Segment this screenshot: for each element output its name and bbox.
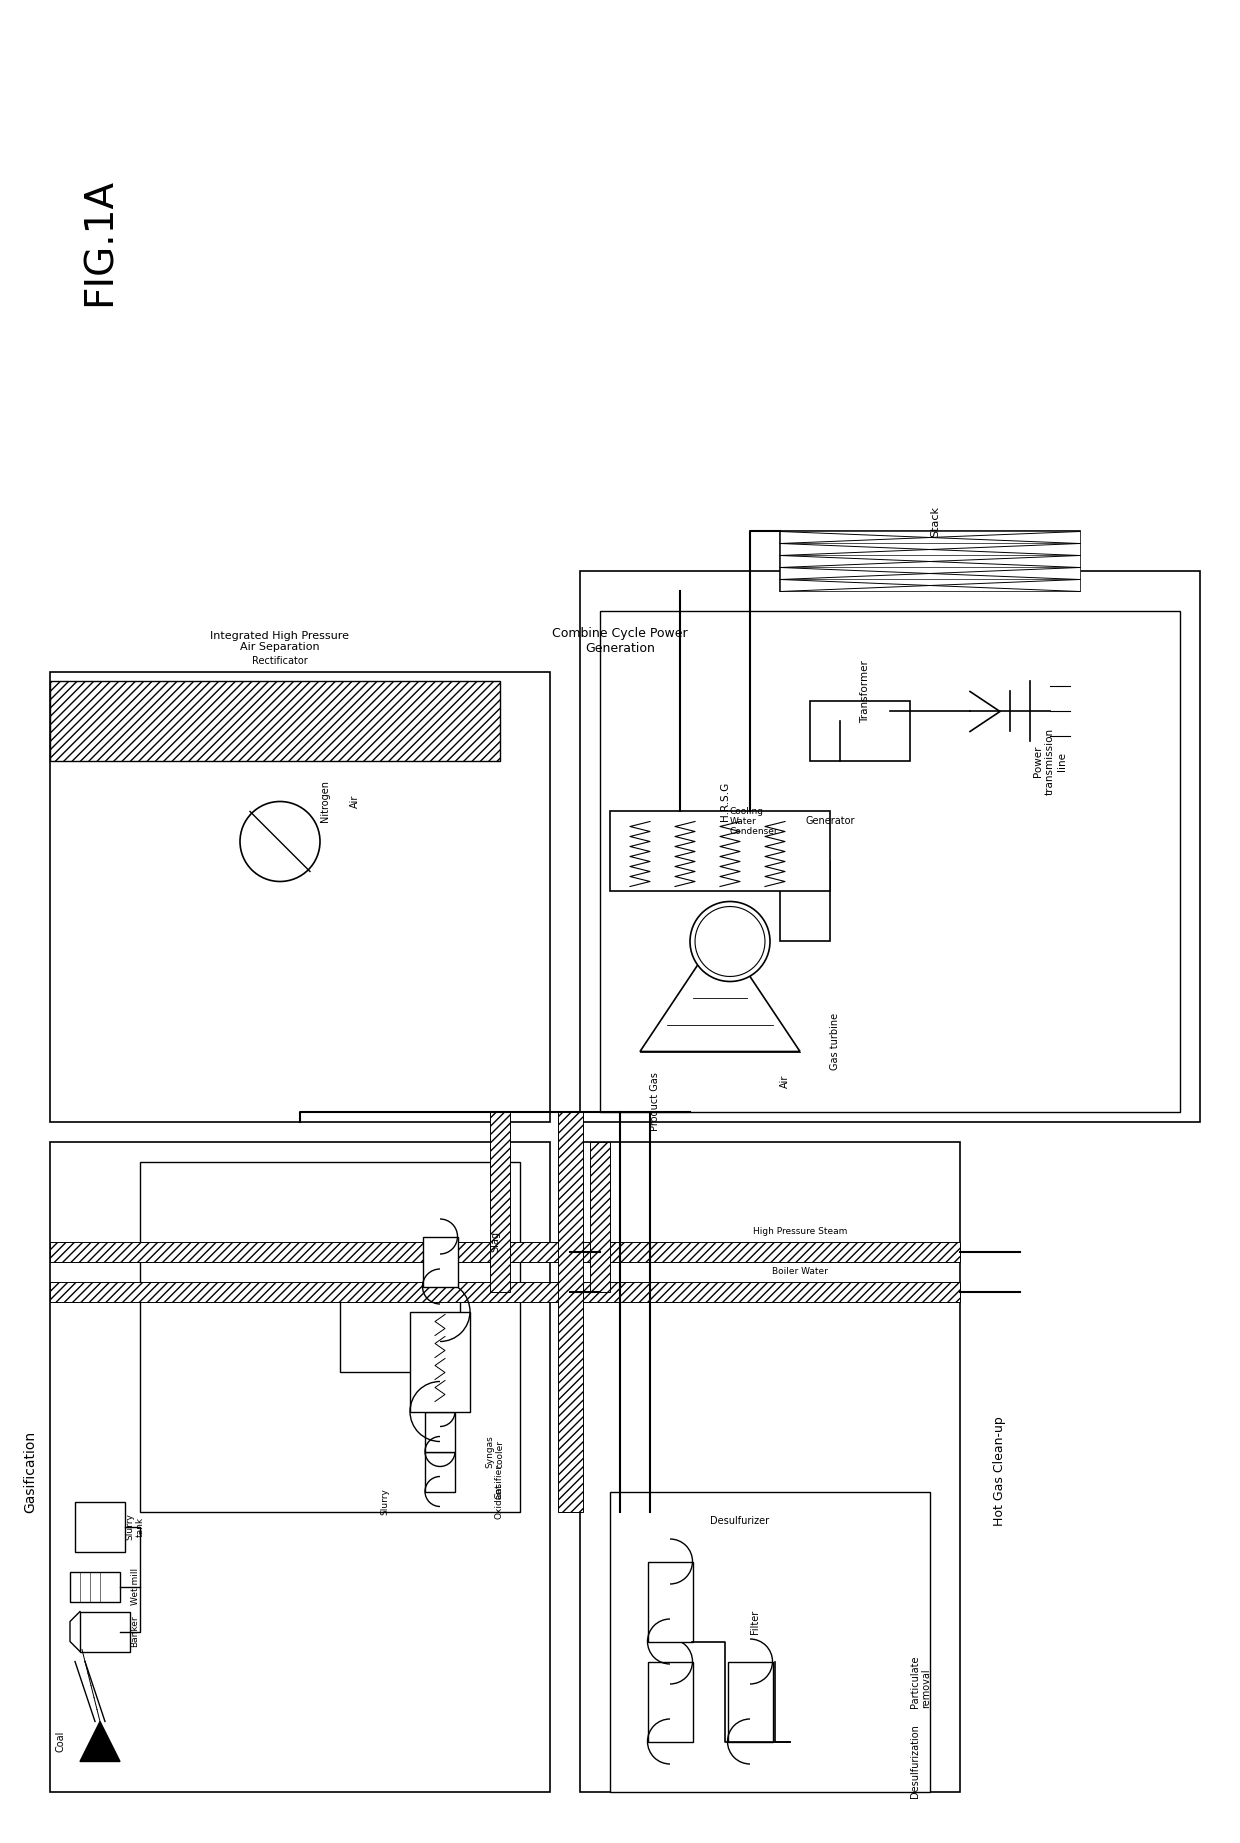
Bar — [50, 671, 551, 1122]
Bar — [780, 555, 1080, 568]
Text: Gas turbine: Gas turbine — [830, 1014, 839, 1071]
Text: Filter: Filter — [750, 1609, 760, 1633]
Bar — [425, 1452, 455, 1491]
Bar — [69, 1572, 120, 1602]
Bar — [647, 1561, 692, 1642]
Bar — [728, 1662, 773, 1742]
Text: Slurry: Slurry — [379, 1487, 389, 1515]
Bar — [340, 1292, 460, 1371]
Bar — [780, 568, 1080, 579]
Text: Coal: Coal — [55, 1731, 64, 1753]
Text: H.R.S.G: H.R.S.G — [720, 781, 730, 822]
Bar — [780, 531, 1080, 544]
Bar — [580, 571, 1200, 1122]
Bar — [590, 1141, 610, 1292]
Bar — [50, 1141, 551, 1791]
Bar — [140, 1161, 520, 1511]
Bar — [780, 861, 830, 942]
Text: Gasifier: Gasifier — [495, 1463, 503, 1498]
Text: Generator: Generator — [805, 816, 854, 826]
Polygon shape — [81, 1721, 120, 1762]
Bar — [610, 1491, 930, 1791]
Bar — [600, 612, 1180, 1111]
Text: Desulfurization: Desulfurization — [910, 1725, 920, 1799]
Text: Combine Cycle Power
Generation: Combine Cycle Power Generation — [552, 627, 688, 656]
Text: Desulfurizer: Desulfurizer — [711, 1517, 769, 1526]
Text: High Pressure Steam: High Pressure Steam — [753, 1227, 847, 1237]
Text: Oxidant: Oxidant — [495, 1484, 503, 1519]
Text: Slurry
tank: Slurry tank — [125, 1513, 145, 1541]
Circle shape — [241, 802, 320, 881]
Text: Transformer: Transformer — [861, 660, 870, 722]
Text: Air: Air — [780, 1074, 790, 1087]
Text: Banker: Banker — [130, 1616, 139, 1648]
Bar — [50, 1242, 960, 1261]
Bar — [50, 1281, 960, 1301]
Bar — [647, 1662, 692, 1742]
Bar — [780, 544, 1080, 555]
Text: Hot Gas Clean-up: Hot Gas Clean-up — [993, 1417, 1007, 1526]
Bar — [580, 1141, 960, 1791]
Bar — [558, 1111, 583, 1511]
Text: Gasification: Gasification — [24, 1430, 37, 1513]
Text: Cooling
Water
Condenser: Cooling Water Condenser — [730, 807, 779, 837]
Bar — [780, 579, 1080, 592]
Bar — [74, 1502, 125, 1552]
Text: Rectificator: Rectificator — [252, 656, 308, 667]
Text: Integrated High Pressure
Air Separation: Integrated High Pressure Air Separation — [211, 630, 350, 652]
Bar — [780, 531, 1080, 592]
Text: Power
transmission
line: Power transmission line — [1033, 728, 1066, 794]
Text: Slag: Slag — [490, 1231, 500, 1251]
Bar — [425, 1412, 455, 1452]
Bar — [810, 702, 910, 761]
Bar — [610, 811, 830, 892]
Bar — [490, 1111, 510, 1292]
Bar — [50, 682, 500, 761]
Text: Nitrogen: Nitrogen — [320, 780, 330, 822]
Bar — [410, 1312, 470, 1412]
Text: Stack: Stack — [930, 507, 940, 536]
Text: FIG.1A: FIG.1A — [81, 177, 119, 306]
Text: Air: Air — [350, 794, 360, 809]
Circle shape — [689, 901, 770, 982]
Polygon shape — [640, 931, 800, 1052]
Bar — [423, 1237, 458, 1286]
Text: Particulate
removal: Particulate removal — [910, 1655, 931, 1708]
Text: Product Gas: Product Gas — [650, 1073, 660, 1132]
Text: Boiler Water: Boiler Water — [773, 1266, 828, 1275]
Bar — [81, 1611, 130, 1651]
Text: Wet mill: Wet mill — [130, 1568, 139, 1605]
Text: Syngas
cooler: Syngas cooler — [485, 1436, 505, 1467]
